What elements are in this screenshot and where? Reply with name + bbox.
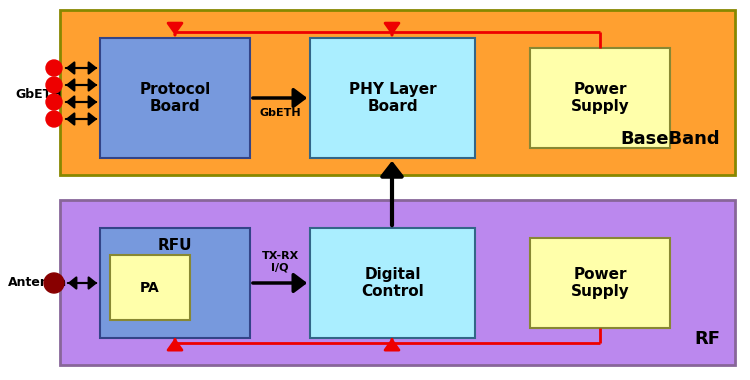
Text: GbETH: GbETH [15, 89, 62, 101]
Circle shape [44, 273, 64, 293]
Bar [310, 38, 475, 158]
Circle shape [46, 94, 62, 110]
Text: Power
Supply: Power Supply [571, 82, 629, 114]
Bar [100, 228, 250, 338]
Bar [530, 48, 670, 148]
Bar [60, 200, 735, 365]
Text: Protocol
Board: Protocol Board [140, 82, 211, 114]
Text: RFU: RFU [158, 239, 192, 253]
Bar [60, 10, 735, 175]
Text: PA: PA [140, 280, 160, 294]
Bar [530, 238, 670, 328]
Text: RF: RF [694, 330, 720, 348]
Text: GbETH: GbETH [260, 108, 301, 118]
Text: Digital
Control: Digital Control [362, 267, 424, 299]
Circle shape [46, 77, 62, 93]
Text: BaseBand: BaseBand [620, 130, 720, 148]
Bar [100, 38, 250, 158]
Text: TX-RX
I/Q: TX-RX I/Q [261, 252, 299, 273]
Text: PHY Layer
Board: PHY Layer Board [349, 82, 436, 114]
Bar [110, 255, 190, 320]
Text: Antenna: Antenna [8, 277, 68, 290]
Text: Power
Supply: Power Supply [571, 267, 629, 299]
Circle shape [46, 111, 62, 127]
Circle shape [46, 60, 62, 76]
Bar [310, 228, 475, 338]
